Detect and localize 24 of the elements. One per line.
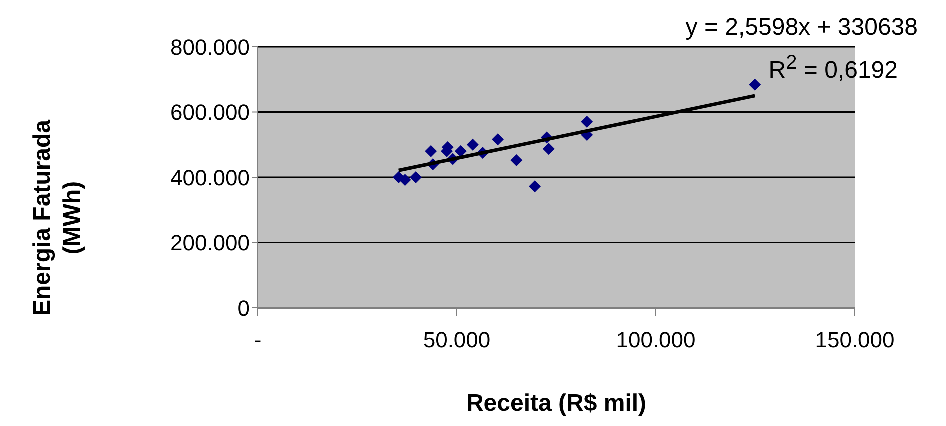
x-tick-label: 100.000: [616, 328, 696, 353]
point: [542, 143, 555, 156]
y-tick-label: 600.000: [170, 100, 250, 126]
point: [399, 174, 412, 186]
point: [466, 138, 479, 151]
annotation: R$^{2}$ = 0,6192: [768, 52, 898, 85]
y-axis-title: Energia Faturada (MWh): [28, 118, 87, 318]
x-tick-label: 50.000: [423, 328, 491, 353]
x-tick-label: -: [254, 328, 262, 353]
point: [581, 116, 594, 128]
x-axis-title: Receita (R$ mil): [465, 390, 648, 418]
point: [454, 145, 467, 158]
point: [425, 145, 438, 158]
text: y = 2,5598x + 330638: [686, 14, 918, 42]
y-tick-label: 800.000: [170, 34, 250, 60]
y-tick-label: 400.000: [170, 165, 250, 190]
y-tick-label: 200.000: [170, 230, 250, 256]
y-tick-label: 0: [238, 296, 250, 321]
point: [492, 134, 504, 146]
point: [529, 180, 542, 193]
point: [510, 154, 523, 167]
point: [749, 78, 762, 91]
x-tick-label: 150.000: [815, 328, 895, 353]
point: [410, 172, 422, 184]
